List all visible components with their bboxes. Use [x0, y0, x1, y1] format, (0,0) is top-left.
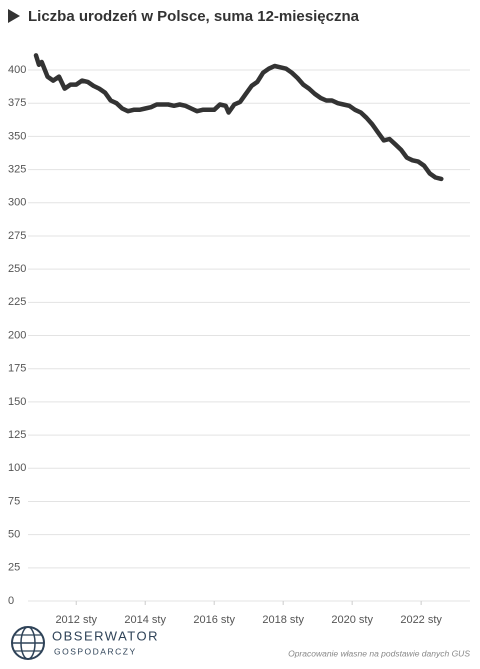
x-tick-label: 2022 sty — [400, 614, 442, 626]
x-tick-label: 2016 sty — [193, 614, 235, 626]
y-tick-label: 250 — [8, 263, 26, 275]
y-tick-label: 50 — [8, 529, 20, 541]
source: Opracowanie własne na podstawie danych G… — [288, 648, 470, 658]
y-tick-label: 150 — [8, 396, 26, 408]
x-tick-label: 2018 sty — [262, 614, 304, 626]
grid — [28, 69, 470, 602]
x-tick-label: 2012 sty — [55, 614, 97, 626]
title-marker — [8, 9, 20, 23]
y-tick-label: 400 — [8, 64, 26, 76]
y-tick-label: 75 — [8, 495, 20, 507]
y-tick-label: 175 — [8, 363, 26, 375]
x-tick-label: 2020 sty — [331, 614, 373, 626]
chart-title: Liczba urodzeń w Polsce, suma 12-miesięc… — [28, 8, 360, 25]
y-tick-label: 350 — [8, 130, 26, 142]
y-tick-label: 200 — [8, 329, 26, 341]
data-line — [33, 53, 444, 182]
y-tick-label: 0 — [8, 595, 14, 607]
y-tick-label: 275 — [8, 230, 26, 242]
y-tick-label: 325 — [8, 163, 26, 175]
y-tick-label: 225 — [8, 296, 26, 308]
x-tick-label: 2014 sty — [124, 614, 166, 626]
brand-name: OBSERWATOR — [52, 628, 159, 643]
brand-tagline: GOSPODARCZY — [54, 646, 137, 656]
y-tick-label: 125 — [8, 429, 26, 441]
y-tick-label: 375 — [8, 97, 26, 109]
y-tick-label: 100 — [8, 462, 26, 474]
y-tick-label: 25 — [8, 562, 20, 574]
y-tick-label: 300 — [8, 197, 26, 209]
logo — [11, 626, 45, 660]
